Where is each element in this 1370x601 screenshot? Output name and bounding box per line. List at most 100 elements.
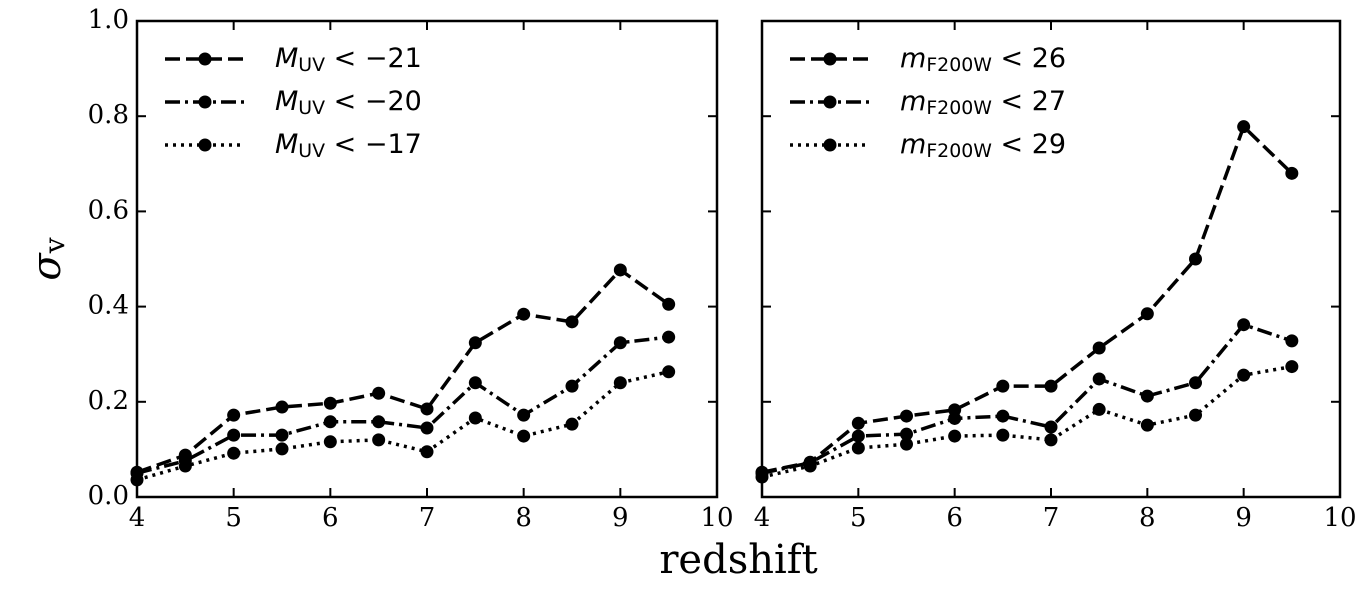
data-point	[996, 409, 1010, 423]
data-point	[1285, 334, 1299, 348]
legend-marker	[198, 52, 212, 66]
series-line	[136, 267, 670, 474]
x-tick-label: 10	[1323, 503, 1356, 533]
data-point	[996, 428, 1010, 442]
data-point	[900, 427, 913, 441]
data-point	[275, 428, 289, 442]
data-point	[372, 415, 386, 429]
data-point	[227, 446, 241, 460]
x-tick-label: 4	[754, 503, 771, 533]
data-point	[1237, 120, 1251, 134]
data-point	[323, 415, 337, 429]
data-point	[1237, 318, 1251, 332]
data-point	[323, 396, 337, 410]
data-point	[517, 307, 531, 321]
legend-marker	[198, 138, 212, 152]
data-point	[1044, 420, 1058, 434]
data-point	[662, 330, 676, 344]
y-tick-label: 0.0	[88, 481, 129, 511]
legend-label: mF200W < 26	[900, 43, 1066, 76]
data-point	[613, 336, 627, 350]
series-line	[136, 335, 669, 475]
data-point	[372, 386, 386, 400]
data-point	[1092, 341, 1106, 355]
data-point	[900, 409, 913, 423]
y-tick-label: 0.4	[88, 291, 129, 321]
data-point	[565, 315, 579, 329]
data-point	[662, 365, 676, 379]
data-point	[662, 297, 676, 311]
data-point	[517, 429, 531, 443]
data-point	[468, 336, 482, 350]
data-point	[1092, 402, 1106, 416]
data-point	[948, 411, 962, 425]
data-point	[420, 445, 434, 459]
data-point	[275, 442, 289, 456]
y-axis-label: σv	[24, 237, 71, 280]
y-tick-label: 0.2	[88, 386, 129, 416]
legend-marker	[823, 52, 837, 66]
y-tick-label: 0.6	[88, 195, 129, 225]
data-point	[803, 459, 817, 473]
data-point	[1140, 307, 1154, 321]
data-point	[178, 459, 192, 473]
plot-frame	[135, 19, 719, 499]
series-line	[761, 364, 1293, 479]
data-point	[565, 379, 579, 393]
data-point	[517, 408, 531, 422]
data-point	[1140, 418, 1154, 432]
data-point	[420, 421, 434, 435]
x-tick-label: 6	[946, 503, 963, 533]
data-point	[1285, 360, 1299, 374]
data-point	[996, 379, 1010, 393]
x-tick-label: 9	[612, 503, 629, 533]
data-point	[227, 408, 241, 422]
x-tick-label: 5	[850, 503, 867, 533]
series-line	[761, 322, 1293, 475]
legend-marker	[823, 138, 837, 152]
x-tick-label: 10	[700, 503, 733, 533]
data-point	[420, 402, 434, 416]
x-tick-label: 4	[129, 503, 146, 533]
data-point	[1044, 433, 1058, 447]
data-point	[900, 437, 913, 451]
legend-label: mF200W < 29	[900, 129, 1066, 162]
legend-label: mF200W < 27	[900, 86, 1066, 119]
data-point	[565, 417, 579, 431]
legend-marker	[823, 95, 837, 109]
data-point	[1189, 376, 1202, 390]
data-point	[1189, 408, 1202, 422]
x-tick-label: 9	[1235, 503, 1252, 533]
data-point	[1140, 389, 1154, 403]
data-point	[613, 376, 627, 390]
series-line	[761, 123, 1294, 474]
data-point	[275, 400, 289, 414]
x-tick-label: 6	[322, 503, 339, 533]
x-tick-label: 5	[225, 503, 242, 533]
data-point	[851, 429, 865, 443]
data-point	[613, 263, 627, 277]
data-point	[323, 435, 337, 449]
data-point	[1237, 368, 1251, 382]
x-tick-label: 7	[419, 503, 436, 533]
data-point	[372, 433, 386, 447]
data-point	[851, 441, 865, 455]
legend-marker	[198, 95, 212, 109]
x-axis-label: redshift	[659, 537, 817, 583]
x-tick-label: 8	[515, 503, 532, 533]
data-point	[227, 428, 241, 442]
legend-label: MUV < −17	[275, 129, 422, 162]
data-point	[1044, 379, 1058, 393]
y-tick-label: 1.0	[88, 5, 129, 35]
legend-label: MUV < −20	[275, 86, 422, 119]
data-point	[1189, 252, 1202, 266]
x-tick-label: 8	[1139, 503, 1156, 533]
series-line	[136, 370, 670, 482]
data-point	[948, 429, 962, 443]
y-tick-label: 0.8	[88, 100, 129, 130]
legend-label: MUV < −21	[275, 43, 422, 76]
data-point	[1285, 166, 1299, 180]
data-point	[1092, 372, 1106, 386]
data-point	[468, 376, 482, 390]
